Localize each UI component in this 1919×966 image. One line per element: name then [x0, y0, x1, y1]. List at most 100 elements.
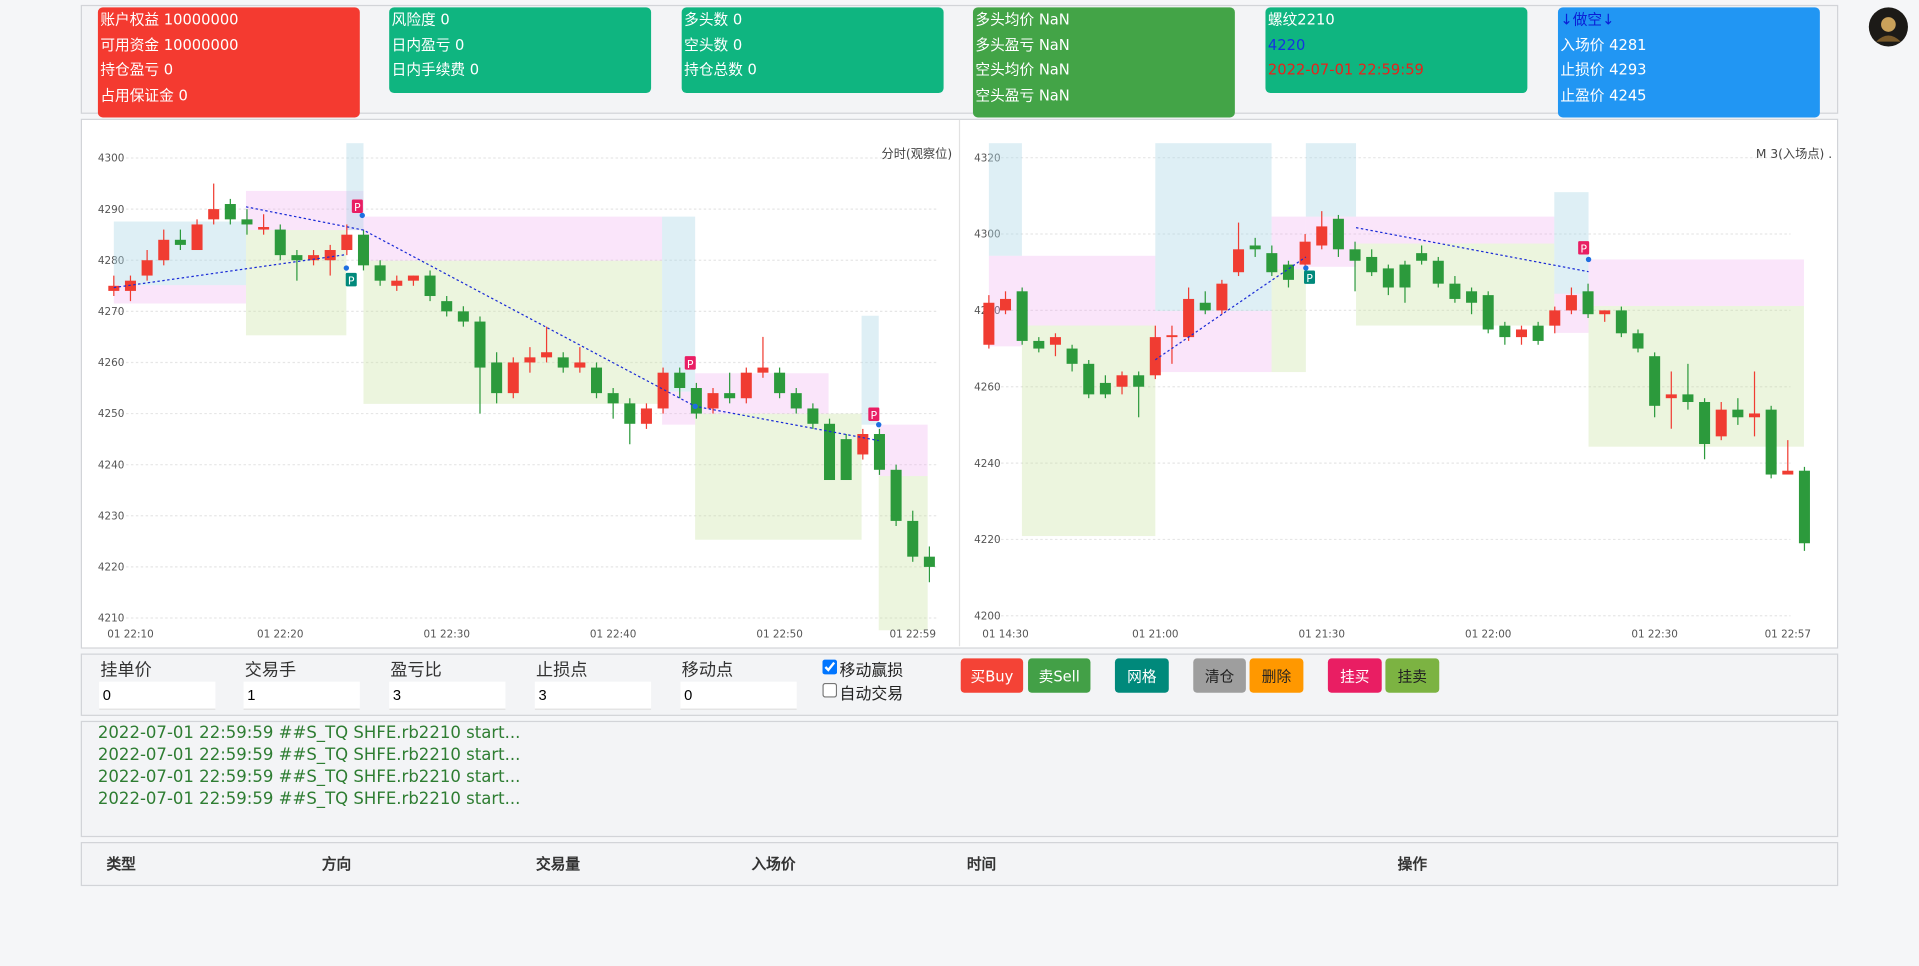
x-tick-label: 01 22:59 [890, 629, 936, 641]
y-tick-label: 4260 [98, 357, 124, 369]
candle-body [690, 388, 702, 414]
log-line: 2022-07-01 22:59:59 ##S_TQ SHFE.rb2210 s… [97, 745, 521, 765]
zone [363, 216, 663, 261]
card-line: 占用保证金 0 [100, 86, 188, 104]
field-input[interactable] [99, 681, 216, 710]
candle-body [1282, 264, 1294, 280]
candle-body [607, 393, 619, 404]
candle-body [1066, 348, 1078, 364]
x-tick-label: 01 22:30 [1631, 629, 1677, 641]
candle-body [441, 301, 453, 312]
zone [1305, 216, 1357, 267]
candle-body [1332, 218, 1344, 250]
candle-body [1599, 310, 1611, 315]
signal-marker [1304, 270, 1316, 284]
zone [245, 230, 347, 336]
card-line: 空头数 0 [684, 36, 743, 54]
action-button[interactable]: 挂卖 [1385, 658, 1440, 693]
action-button[interactable]: 清仓 [1193, 658, 1246, 693]
avatar[interactable] [1866, 5, 1910, 49]
candle-body [1432, 260, 1444, 284]
avatar-body [1876, 35, 1901, 42]
field-input[interactable] [389, 681, 506, 710]
candle-body [774, 372, 786, 394]
action-button[interactable]: 网格 [1114, 658, 1169, 693]
candle-body [740, 372, 752, 399]
candle-body [857, 434, 869, 455]
action-button[interactable]: 挂买 [1327, 658, 1382, 693]
candle-body [1732, 409, 1744, 418]
x-tick-label: 01 22:20 [257, 629, 303, 641]
signal-marker-label: P [687, 358, 694, 371]
candle-body [983, 302, 995, 345]
field-input[interactable] [243, 681, 360, 710]
card-line: 持仓盈亏 0 [100, 61, 174, 79]
trend-line [245, 206, 879, 442]
candle-body [1116, 375, 1128, 387]
x-tick-label: 01 22:57 [1765, 629, 1811, 641]
zone [878, 476, 928, 631]
candle-body [1482, 295, 1494, 330]
candle-body [624, 403, 636, 424]
chart-corner-label: 分时(观察位) [882, 146, 953, 161]
x-tick-label: 01 21:30 [1299, 629, 1345, 641]
candle-body [391, 280, 403, 286]
y-tick-label: 4240 [974, 458, 1000, 470]
action-button[interactable]: 买Buy [960, 658, 1024, 693]
field-label: 止损点 [536, 660, 588, 681]
signal-marker-label: P [871, 409, 878, 422]
x-tick-label: 01 22:00 [1465, 629, 1511, 641]
charts-layer: 4210 4220 4230 4240 4250 4260 4270 4280 4290 4300… [98, 119, 1832, 647]
signal-marker [684, 356, 696, 370]
candle-body [1532, 325, 1544, 341]
zone [1021, 325, 1156, 537]
signal-marker [868, 407, 880, 422]
signal-dot [343, 265, 350, 271]
x-tick-label: 01 22:30 [423, 629, 469, 641]
zone [878, 424, 928, 477]
card-line: 止盈价 4245 [1560, 86, 1647, 104]
candle-body [1649, 356, 1661, 406]
field-label: 盈亏比 [390, 660, 442, 681]
signal-marker [1578, 241, 1590, 255]
signal-dot [1303, 265, 1309, 271]
checkbox[interactable] [822, 682, 838, 698]
candle-body [1183, 298, 1195, 338]
card-line: 持仓总数 0 [684, 61, 757, 79]
order-form [80, 653, 1839, 716]
candle-body [1416, 253, 1428, 261]
y-tick-label: 4200 [974, 610, 1000, 622]
account-card: 多头均价 NaN 多头盈亏 NaN 空头均价 NaN 空头盈亏 NaN [972, 7, 1235, 118]
candle-body [1199, 302, 1211, 311]
checkbox[interactable] [822, 659, 838, 675]
card-line: 螺纹2210 [1267, 11, 1335, 29]
account-card: 多头数 0 空头数 0 持仓总数 0 [681, 7, 944, 93]
candle-body [1632, 333, 1644, 349]
table-header: 入场价 [751, 855, 796, 873]
candle-body [457, 311, 469, 322]
y-tick-label: 4230 [98, 510, 124, 522]
candle-body [241, 219, 253, 225]
action-button[interactable]: 卖Sell [1028, 658, 1091, 693]
candle-body [574, 362, 586, 368]
zone [113, 285, 246, 304]
candle-body [1798, 470, 1810, 544]
signal-dot [692, 403, 698, 410]
candle-body [291, 255, 303, 261]
zone [695, 413, 862, 540]
y-tick-label: 4220 [974, 534, 1000, 546]
candle-body [907, 520, 919, 557]
field-input[interactable] [680, 681, 797, 710]
field-input[interactable] [534, 681, 652, 710]
checkbox-label: 自动交易 [839, 685, 904, 704]
log-line: 2022-07-01 22:59:59 ##S_TQ SHFE.rb2210 s… [97, 789, 521, 809]
table-header: 交易量 [536, 855, 581, 873]
action-button[interactable]: 删除 [1249, 658, 1304, 693]
signal-marker [345, 272, 357, 287]
candle-body [790, 393, 802, 409]
y-tick-label: 4280 [98, 255, 124, 267]
zone [1155, 310, 1272, 373]
candle-body [1000, 298, 1012, 311]
account-card: 账户权益 10000000 可用资金 10000000 持仓盈亏 0 占用保证金 0 [97, 7, 360, 118]
signal-marker-label: P [1580, 243, 1587, 256]
